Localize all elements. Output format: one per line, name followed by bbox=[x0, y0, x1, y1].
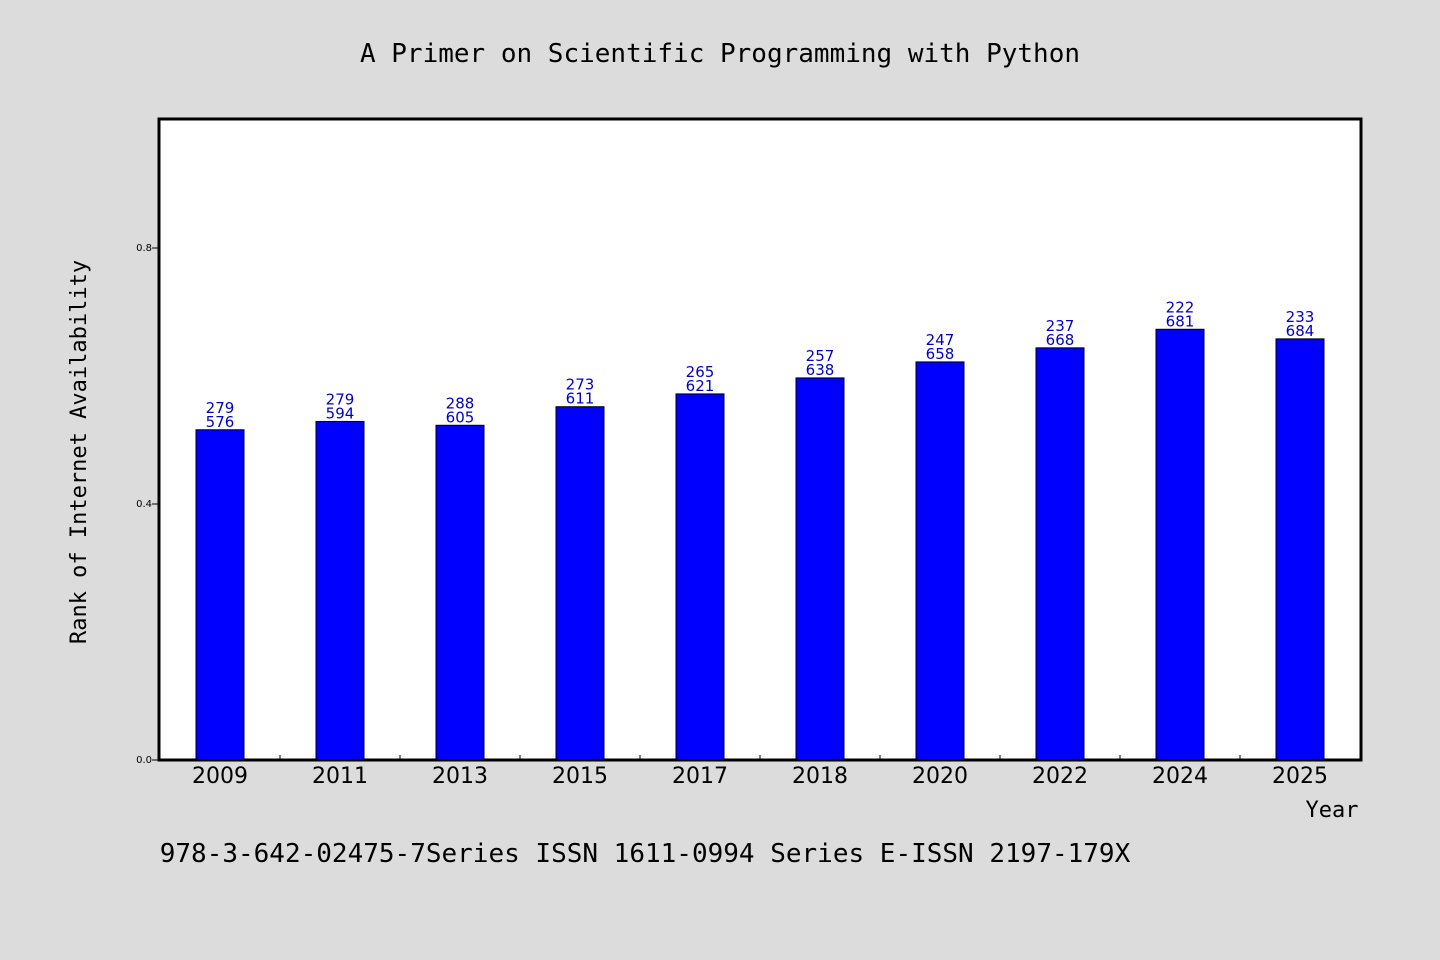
x-tick-label: 2009 bbox=[192, 764, 248, 789]
x-tick-label: 2022 bbox=[1032, 764, 1088, 789]
bar-label-top: 279 bbox=[326, 390, 355, 408]
bar-label-bottom: 668 bbox=[1046, 331, 1075, 349]
y-tick-label: 0.8 bbox=[136, 243, 152, 254]
x-tick-label: 2020 bbox=[912, 764, 968, 789]
bar-label-bottom: 621 bbox=[686, 377, 715, 395]
bar-label-bottom: 658 bbox=[926, 345, 955, 363]
bar-label-top: 257 bbox=[806, 347, 835, 365]
bar-label-top: 222 bbox=[1166, 298, 1195, 316]
bar-label-top: 247 bbox=[926, 331, 955, 349]
bar bbox=[1275, 338, 1325, 761]
bar-label-bottom: 605 bbox=[446, 408, 475, 426]
bar-label-bottom: 681 bbox=[1166, 312, 1195, 330]
footer-text: 978-3-642-02475-7Series ISSN 1611-0994 S… bbox=[160, 839, 1131, 869]
y-tick-label: 0.0 bbox=[136, 755, 152, 766]
bar bbox=[1035, 347, 1085, 761]
y-tick-label: 0.4 bbox=[136, 499, 152, 510]
bar bbox=[795, 377, 845, 761]
bar bbox=[435, 424, 485, 761]
x-tick-label: 2025 bbox=[1272, 764, 1328, 789]
bar-label-top: 233 bbox=[1286, 308, 1315, 326]
x-tick-label: 2018 bbox=[792, 764, 848, 789]
bar bbox=[915, 361, 965, 761]
bar-label-bottom: 684 bbox=[1286, 322, 1315, 340]
x-tick-label: 2024 bbox=[1152, 764, 1208, 789]
bar-label-top: 288 bbox=[446, 394, 475, 412]
x-tick-label: 2013 bbox=[432, 764, 488, 789]
chart-marks: 0.00.40.82795762009279594201128860520132… bbox=[136, 243, 1328, 789]
bar-label-bottom: 611 bbox=[566, 390, 595, 408]
bar-label-top: 279 bbox=[206, 399, 235, 417]
x-tick-label: 2015 bbox=[552, 764, 608, 789]
bar-label-bottom: 594 bbox=[326, 404, 355, 422]
bar bbox=[195, 429, 245, 761]
x-axis-label: Year bbox=[1306, 798, 1359, 823]
bar-label-bottom: 576 bbox=[206, 413, 235, 431]
bar-label-bottom: 638 bbox=[806, 361, 835, 379]
chart-title: A Primer on Scientific Programming with … bbox=[360, 39, 1080, 69]
bar-label-top: 273 bbox=[566, 376, 595, 394]
y-axis-label: Rank of Internet Availability bbox=[67, 260, 92, 644]
bar bbox=[315, 420, 365, 761]
x-tick-label: 2011 bbox=[312, 764, 368, 789]
bar-label-top: 237 bbox=[1046, 317, 1075, 335]
bar bbox=[1155, 328, 1205, 761]
bar bbox=[555, 406, 605, 761]
x-tick-label: 2017 bbox=[672, 764, 728, 789]
bar-label-top: 265 bbox=[686, 363, 715, 381]
bar bbox=[675, 393, 725, 761]
